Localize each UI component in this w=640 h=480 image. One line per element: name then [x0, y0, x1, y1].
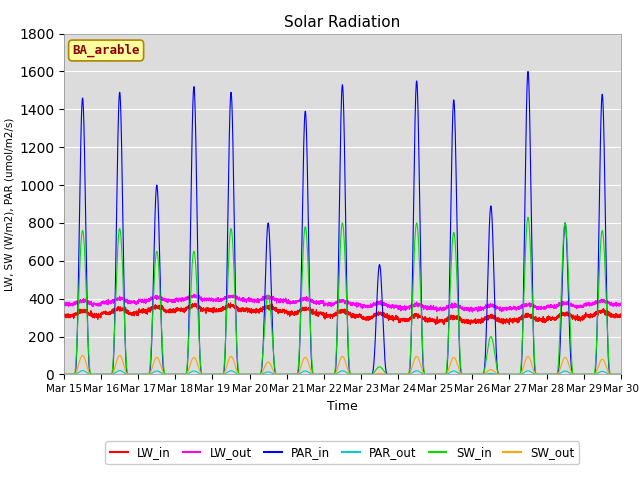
SW_in: [322, 372, 330, 377]
PAR_out: [79, 368, 86, 373]
Line: SW_out: SW_out: [64, 356, 621, 374]
LW_in: [468, 319, 476, 325]
Line: SW_in: SW_in: [64, 217, 621, 374]
PAR_in: [616, 372, 624, 377]
PAR_in: [322, 372, 330, 377]
SW_out: [617, 372, 625, 377]
PAR_out: [617, 372, 625, 377]
LW_in: [322, 312, 330, 318]
LW_in: [160, 308, 168, 313]
SW_in: [436, 372, 444, 377]
PAR_out: [161, 372, 168, 377]
LW_out: [60, 301, 68, 307]
LW_out: [616, 301, 624, 307]
LW_out: [499, 306, 507, 312]
LW_in: [616, 312, 624, 317]
SW_out: [79, 353, 86, 359]
LW_in: [227, 300, 234, 306]
LW_in: [436, 319, 444, 325]
PAR_in: [524, 69, 532, 74]
LW_out: [436, 304, 444, 310]
PAR_in: [60, 372, 68, 377]
SW_in: [467, 372, 475, 377]
Line: LW_in: LW_in: [64, 303, 621, 324]
SW_in: [524, 215, 532, 220]
SW_out: [322, 372, 330, 377]
SW_out: [499, 372, 507, 377]
LW_out: [189, 291, 197, 297]
X-axis label: Time: Time: [327, 400, 358, 413]
PAR_in: [499, 372, 506, 377]
PAR_in: [467, 372, 475, 377]
PAR_out: [499, 372, 507, 377]
PAR_out: [616, 372, 624, 377]
SW_out: [161, 371, 168, 377]
SW_in: [60, 372, 68, 377]
PAR_in: [617, 372, 625, 377]
LW_out: [467, 307, 475, 312]
LW_in: [617, 311, 625, 316]
PAR_out: [60, 372, 68, 377]
Legend: LW_in, LW_out, PAR_in, PAR_out, SW_in, SW_out: LW_in, LW_out, PAR_in, PAR_out, SW_in, S…: [106, 442, 579, 464]
SW_in: [617, 372, 625, 377]
SW_out: [467, 372, 475, 377]
LW_in: [60, 312, 68, 318]
LW_out: [160, 297, 168, 303]
LW_in: [499, 321, 507, 327]
Title: Solar Radiation: Solar Radiation: [284, 15, 401, 30]
SW_in: [499, 372, 506, 377]
PAR_in: [436, 372, 444, 377]
SW_in: [616, 372, 624, 377]
Text: BA_arable: BA_arable: [72, 44, 140, 57]
Line: PAR_in: PAR_in: [64, 72, 621, 374]
PAR_in: [160, 371, 168, 376]
SW_in: [160, 368, 168, 373]
LW_out: [468, 309, 476, 315]
PAR_out: [467, 372, 475, 377]
Line: LW_out: LW_out: [64, 294, 621, 312]
LW_in: [440, 322, 448, 327]
Y-axis label: LW, SW (W/m2), PAR (umol/m2/s): LW, SW (W/m2), PAR (umol/m2/s): [5, 117, 15, 291]
SW_out: [60, 372, 68, 377]
Line: PAR_out: PAR_out: [64, 371, 621, 374]
SW_out: [436, 372, 444, 377]
PAR_out: [322, 372, 330, 377]
LW_out: [322, 302, 330, 308]
PAR_out: [436, 372, 444, 377]
LW_out: [617, 300, 625, 306]
SW_out: [616, 372, 624, 377]
